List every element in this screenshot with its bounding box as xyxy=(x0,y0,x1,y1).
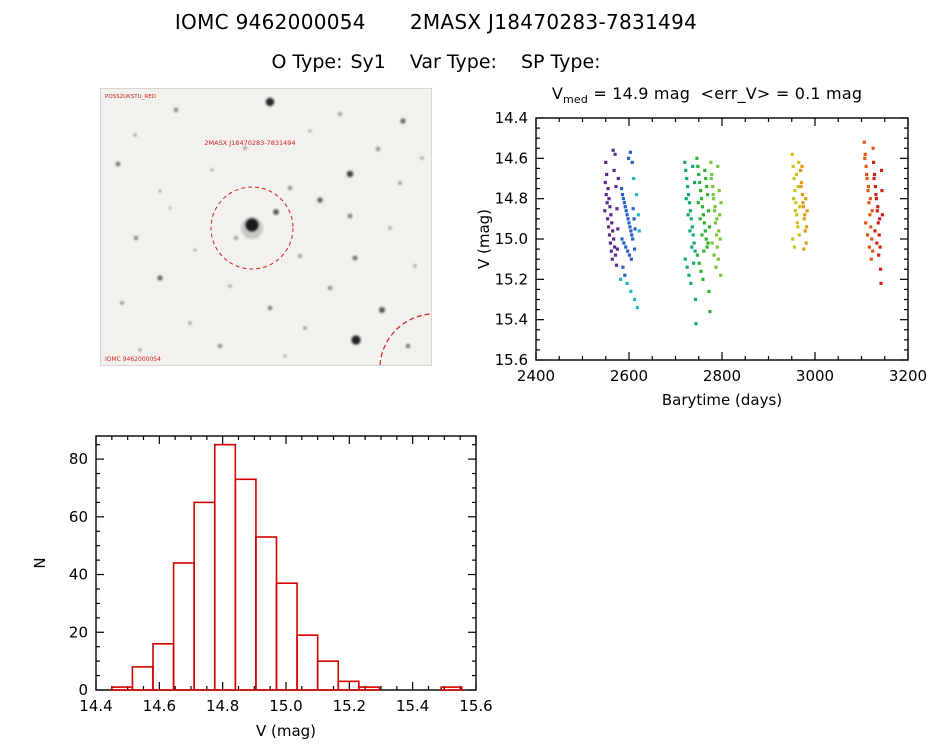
var-type-label: Var Type: xyxy=(409,51,497,73)
obj-type: O Type: Sy1 xyxy=(271,51,385,73)
svg-text:V (mag): V (mag) xyxy=(475,209,493,269)
svg-text:60: 60 xyxy=(69,508,88,526)
svg-text:14.4: 14.4 xyxy=(495,110,528,127)
light-curve-svg: 2400 2600 2800 3000 3200 14.4 14.6 14.8 15.0 15.2… xyxy=(475,110,927,409)
light-curve-title-sub: med xyxy=(562,93,589,107)
histogram-panel: 14.4 14.6 14.8 15.0 15.2 15.4 15.6 0 20 40 60 80 V (… xyxy=(32,424,502,742)
light-curve-title-rest: = 14.9 mag <err_V> = 0.1 mag xyxy=(588,84,863,103)
svg-text:14.6: 14.6 xyxy=(143,697,176,715)
svg-text:15.0: 15.0 xyxy=(495,230,528,248)
svg-text:14.8: 14.8 xyxy=(495,190,528,208)
svg-text:V (mag): V (mag) xyxy=(256,722,316,740)
finding-chart: 2MASX J18470283-7831494 POSS2UKSTU_RED IOM… xyxy=(100,88,432,366)
source-name: 2MASX J18470283-7831494 xyxy=(409,10,698,34)
svg-text:3000: 3000 xyxy=(796,367,834,385)
svg-text:15.2: 15.2 xyxy=(333,697,366,715)
svg-text:3200: 3200 xyxy=(889,367,927,385)
svg-text:15.4: 15.4 xyxy=(495,311,528,329)
svg-text:15.0: 15.0 xyxy=(269,697,302,715)
svg-text:20: 20 xyxy=(69,623,88,641)
finding-chart-svg: 2MASX J18470283-7831494 POSS2UKSTU_RED IOM… xyxy=(100,88,432,366)
obj-type-value: Sy1 xyxy=(350,51,386,73)
svg-text:0: 0 xyxy=(78,681,88,699)
page-title: IOMC 9462000054 2MASX J18470283-7831494 xyxy=(0,10,872,34)
light-curve-title-v: V xyxy=(551,84,563,103)
svg-text:14.6: 14.6 xyxy=(495,149,528,167)
obj-type-label: O Type: xyxy=(271,51,343,73)
svg-text:POSS2UKSTU_RED: POSS2UKSTU_RED xyxy=(105,94,156,100)
sp-type-label: SP Type: xyxy=(520,51,601,73)
svg-text:40: 40 xyxy=(69,566,88,584)
svg-text:15.6: 15.6 xyxy=(495,351,528,369)
svg-text:2400: 2400 xyxy=(517,367,555,385)
svg-text:IOMC 9462000054: IOMC 9462000054 xyxy=(105,356,161,363)
svg-text:2800: 2800 xyxy=(703,367,741,385)
light-curve-panel: Vmed = 14.9 mag <err_V> = 0.1 mag 2400 26… xyxy=(474,84,940,412)
svg-text:Barytime (days): Barytime (days) xyxy=(662,391,782,409)
svg-text:14.8: 14.8 xyxy=(206,697,239,715)
svg-text:N: N xyxy=(32,557,49,568)
svg-text:80: 80 xyxy=(69,450,88,468)
light-curve-title: Vmed = 14.9 mag <err_V> = 0.1 mag xyxy=(474,84,940,110)
svg-text:14.4: 14.4 xyxy=(79,697,112,715)
svg-text:2MASX J18470283-7831494: 2MASX J18470283-7831494 xyxy=(204,139,295,147)
svg-text:15.6: 15.6 xyxy=(459,697,492,715)
svg-text:2600: 2600 xyxy=(610,367,648,385)
type-info: O Type: Sy1 Var Type: SP Type: xyxy=(0,51,872,73)
svg-text:15.4: 15.4 xyxy=(396,697,429,715)
svg-text:15.2: 15.2 xyxy=(495,270,528,288)
histogram-svg: 14.4 14.6 14.8 15.0 15.2 15.4 15.6 0 20 40 60 80 V (… xyxy=(32,435,493,740)
iomc-id: IOMC 9462000054 xyxy=(174,10,366,34)
